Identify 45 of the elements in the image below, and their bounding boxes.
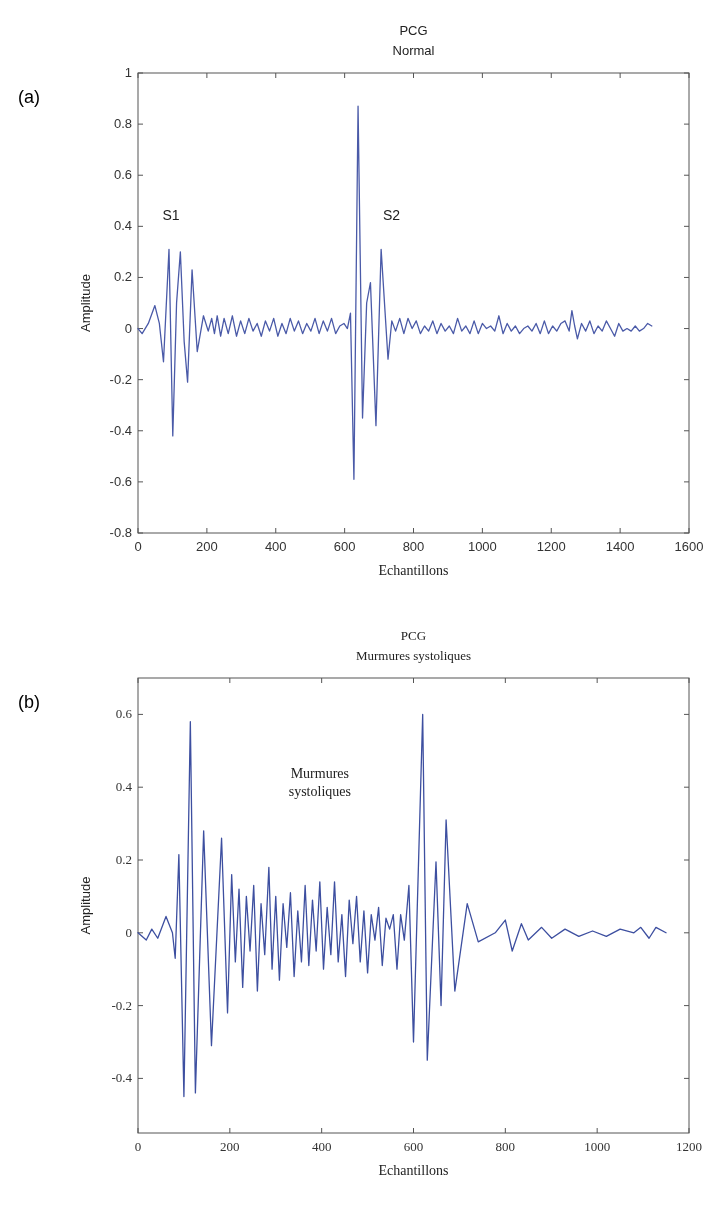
- x-tick-label: 1000: [467, 539, 497, 554]
- y-tick-label: 0.6: [113, 167, 132, 183]
- x-tick-label: 200: [196, 539, 218, 554]
- y-tick-label: -0.2: [109, 371, 132, 387]
- y-tick-label: 0.6: [115, 706, 133, 722]
- y-tick-label: 0.2: [115, 852, 132, 867]
- y-tick-label: 0.2: [113, 269, 132, 285]
- y-tick-label: 0.4: [115, 779, 133, 795]
- x-tick-label: 800: [495, 1139, 516, 1154]
- x-axis-title: Echantillons: [378, 563, 449, 578]
- x-axis-title: Echantillons: [378, 1163, 449, 1178]
- y-tick-label: 1: [124, 65, 132, 80]
- x-tick-label: 400: [264, 539, 287, 554]
- y-tick-label: 0.4: [113, 218, 132, 234]
- line-series: [137, 105, 653, 480]
- y-tick-label: -0.4: [111, 1070, 133, 1086]
- x-tick-label: 1600: [674, 539, 704, 554]
- x-tick-label: 800: [402, 539, 425, 554]
- x-tick-label: 1200: [676, 1139, 702, 1154]
- line-series: [137, 713, 667, 1098]
- y-tick-label: -0.2: [111, 997, 132, 1013]
- x-tick-label: 200: [220, 1139, 240, 1154]
- chart-title: PCG: [400, 628, 427, 643]
- x-tick-label: 1200: [536, 539, 566, 554]
- x-tick-label: 600: [403, 1139, 424, 1154]
- y-tick-label: -0.4: [109, 422, 132, 438]
- y-tick-label: -0.6: [109, 473, 132, 489]
- y-tick-label: 0.8: [113, 116, 132, 132]
- y-tick-label: 0: [125, 924, 132, 940]
- y-tick-label: 0: [124, 320, 132, 336]
- x-tick-label: 1400: [605, 539, 635, 554]
- annotation: Murmures systoliques: [288, 766, 351, 800]
- annotation: S1: [162, 207, 180, 224]
- y-axis-title: Amplitude: [78, 876, 93, 935]
- x-tick-label: 1000: [584, 1139, 611, 1154]
- y-axis-title: Amplitude: [78, 274, 93, 332]
- chart-subtitle: Normal: [392, 43, 435, 58]
- x-tick-label: 600: [333, 539, 356, 554]
- annotation: S2: [382, 207, 401, 224]
- chart-subtitle: Murmures systoliques: [355, 648, 472, 663]
- chart-title: PCG: [399, 23, 428, 38]
- x-tick-label: 400: [311, 1139, 332, 1154]
- y-tick-label: -0.8: [109, 525, 132, 540]
- text: (b): [18, 692, 40, 712]
- text: (a): [18, 87, 40, 107]
